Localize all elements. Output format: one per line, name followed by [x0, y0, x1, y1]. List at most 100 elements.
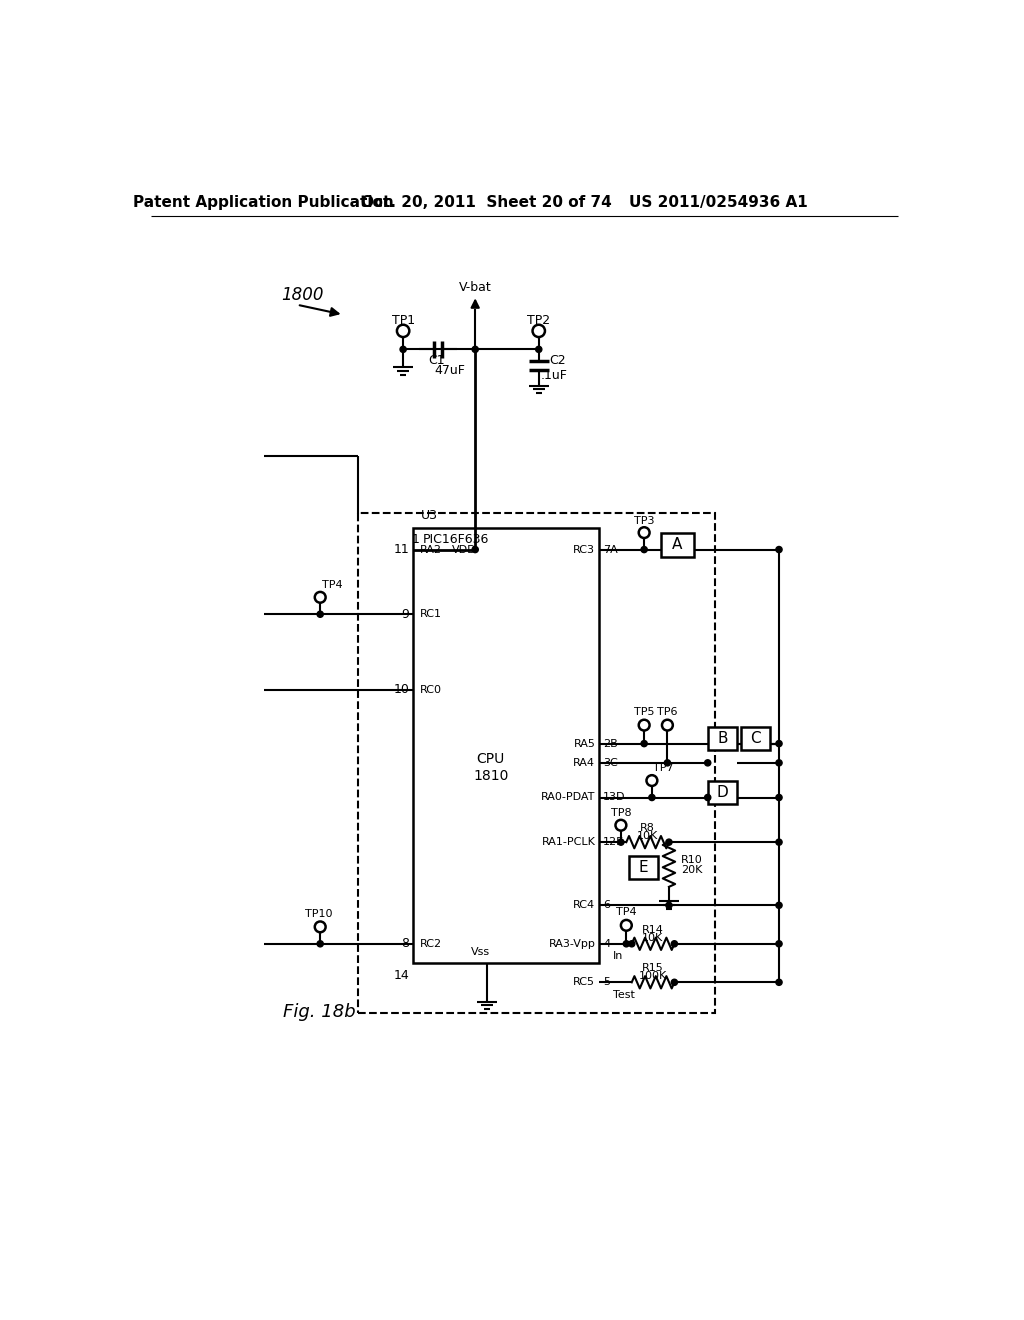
Text: CPU: CPU: [476, 752, 505, 766]
Circle shape: [776, 546, 782, 553]
Circle shape: [317, 941, 324, 946]
Text: RC5: RC5: [573, 977, 595, 987]
Text: 8: 8: [401, 937, 410, 950]
Bar: [708, 726, 737, 750]
Bar: [708, 780, 737, 804]
Circle shape: [705, 795, 711, 800]
Circle shape: [776, 760, 782, 766]
Text: 9: 9: [401, 607, 410, 620]
Text: US 2011/0254936 A1: US 2011/0254936 A1: [629, 195, 808, 210]
Text: .1uF: .1uF: [541, 370, 568, 381]
Text: R10: R10: [681, 855, 703, 865]
Text: RC3: RC3: [573, 545, 595, 554]
Text: RA1-PCLK: RA1-PCLK: [542, 837, 595, 847]
Text: RA2: RA2: [420, 545, 441, 554]
Bar: [358, 512, 715, 1014]
Text: TP5: TP5: [634, 708, 654, 717]
Text: TP3: TP3: [634, 516, 654, 527]
Text: RA5: RA5: [573, 739, 595, 748]
Circle shape: [776, 795, 782, 800]
Text: 10K: 10K: [637, 832, 657, 841]
Text: PIC16F636: PIC16F636: [423, 533, 488, 546]
Text: RA0-PDAT: RA0-PDAT: [541, 792, 595, 803]
Text: Fig. 18b: Fig. 18b: [283, 1003, 355, 1020]
Bar: [741, 726, 770, 750]
Circle shape: [776, 741, 782, 747]
Circle shape: [672, 979, 678, 985]
Text: TP7: TP7: [653, 763, 674, 774]
Text: VDD: VDD: [452, 545, 476, 554]
Text: R14: R14: [642, 925, 664, 935]
Circle shape: [776, 941, 782, 946]
Text: 1800: 1800: [282, 286, 324, 305]
Text: A: A: [673, 537, 683, 553]
Text: TP1: TP1: [391, 314, 415, 326]
Text: 1810: 1810: [473, 770, 508, 783]
Text: E: E: [639, 861, 648, 875]
Text: 100K: 100K: [639, 972, 667, 981]
Text: TP4: TP4: [616, 907, 637, 917]
Text: TP6: TP6: [657, 708, 678, 717]
Text: B: B: [717, 731, 728, 746]
Text: 3C: 3C: [603, 758, 617, 768]
Text: RC2: RC2: [420, 939, 441, 949]
Text: RC4: RC4: [573, 900, 595, 911]
Circle shape: [649, 795, 655, 800]
Circle shape: [641, 546, 647, 553]
Text: Patent Application Publication: Patent Application Publication: [133, 195, 394, 210]
Circle shape: [672, 941, 678, 946]
Circle shape: [666, 840, 672, 845]
Circle shape: [776, 840, 782, 845]
Circle shape: [776, 979, 782, 985]
Text: RC0: RC0: [420, 685, 441, 694]
Text: 10K: 10K: [642, 933, 664, 942]
Text: 10: 10: [393, 684, 410, 696]
Circle shape: [472, 546, 478, 553]
Bar: [629, 857, 658, 879]
Text: RA4: RA4: [573, 758, 595, 768]
Circle shape: [666, 903, 672, 908]
Text: R8: R8: [640, 824, 654, 833]
Circle shape: [317, 611, 324, 618]
Text: Test: Test: [613, 990, 635, 999]
Text: U3: U3: [421, 510, 438, 523]
Text: Oct. 20, 2011  Sheet 20 of 74: Oct. 20, 2011 Sheet 20 of 74: [360, 195, 611, 210]
Circle shape: [472, 346, 478, 352]
Text: 12E: 12E: [603, 837, 625, 847]
Circle shape: [400, 346, 407, 352]
Text: TP10: TP10: [305, 908, 333, 919]
Text: R15: R15: [642, 964, 664, 973]
Text: Vss: Vss: [471, 948, 490, 957]
Circle shape: [641, 741, 647, 747]
Circle shape: [705, 760, 711, 766]
Text: C: C: [751, 731, 761, 746]
Text: In: In: [613, 952, 624, 961]
Text: 4: 4: [603, 939, 610, 949]
Text: V-bat: V-bat: [459, 281, 492, 294]
Bar: [662, 532, 693, 557]
Text: 20K: 20K: [681, 865, 702, 875]
Text: 6: 6: [603, 900, 610, 911]
Text: D: D: [717, 784, 728, 800]
Circle shape: [617, 840, 624, 845]
Text: 11: 11: [393, 543, 410, 556]
Text: TP2: TP2: [527, 314, 550, 326]
Text: 47uF: 47uF: [434, 363, 465, 376]
Text: 2B: 2B: [603, 739, 617, 748]
Text: TP4: TP4: [322, 579, 342, 590]
Text: C1: C1: [429, 354, 445, 367]
Text: TP8: TP8: [610, 808, 631, 818]
Text: 7A: 7A: [603, 545, 617, 554]
Text: 14: 14: [393, 969, 410, 982]
Text: 13D: 13D: [603, 792, 626, 803]
Text: C2: C2: [550, 354, 566, 367]
Circle shape: [624, 941, 630, 946]
Circle shape: [536, 346, 542, 352]
Circle shape: [665, 760, 671, 766]
Circle shape: [776, 903, 782, 908]
Text: 5: 5: [603, 977, 610, 987]
Text: RC1: RC1: [420, 610, 441, 619]
Text: 1: 1: [412, 533, 420, 546]
Circle shape: [629, 941, 635, 946]
Text: RA3-Vpp: RA3-Vpp: [549, 939, 595, 949]
